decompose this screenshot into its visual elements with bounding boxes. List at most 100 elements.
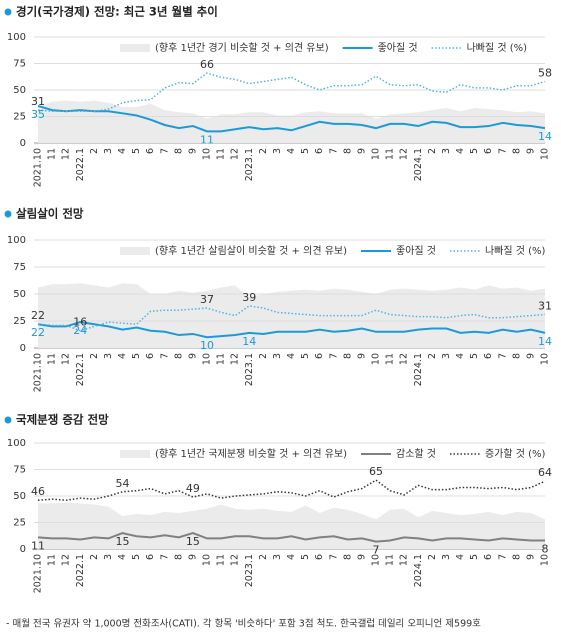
legend-label: 증가할 것 (%) bbox=[485, 448, 546, 460]
x-tick-label: 7 bbox=[328, 148, 339, 154]
x-tick-label: 2021.10 bbox=[33, 554, 44, 593]
x-tick-label: 12 bbox=[399, 148, 410, 160]
x-tick-label: 10 bbox=[202, 554, 213, 566]
x-tick-label: 7 bbox=[159, 148, 170, 154]
x-tick-label: 9 bbox=[356, 353, 367, 359]
x-tick-label: 12 bbox=[230, 353, 241, 365]
x-tick-label: 7 bbox=[328, 353, 339, 359]
y-tick-label: 100 bbox=[7, 32, 26, 43]
x-tick-label: 12 bbox=[61, 554, 72, 566]
x-tick-label: 3 bbox=[272, 148, 283, 154]
legend-label: 감소할 것 bbox=[396, 448, 436, 460]
data-label: 7 bbox=[373, 544, 380, 557]
x-tick-label: 7 bbox=[159, 554, 170, 560]
y-tick-label: 50 bbox=[13, 289, 26, 300]
x-tick-label: 2 bbox=[258, 148, 269, 154]
y-tick-label: 50 bbox=[13, 85, 26, 96]
x-tick-label: 2 bbox=[89, 554, 100, 560]
x-tick-label: 2 bbox=[258, 554, 269, 560]
y-tick-label: 0 bbox=[20, 343, 26, 354]
x-tick-label: 2 bbox=[427, 554, 438, 560]
x-tick-label: 5 bbox=[131, 554, 142, 560]
chart-title: 살림살이 전망 bbox=[16, 207, 84, 221]
x-tick-label: 9 bbox=[356, 554, 367, 560]
data-label: 22 bbox=[31, 326, 45, 339]
x-tick-label: 6 bbox=[314, 353, 325, 359]
x-tick-label: 3 bbox=[272, 353, 283, 359]
x-tick-label: 2023.1 bbox=[244, 554, 255, 587]
data-label: 8 bbox=[542, 543, 549, 556]
x-tick-label: 2023.1 bbox=[244, 353, 255, 386]
x-tick-label: 10 bbox=[371, 353, 382, 365]
data-label: 11 bbox=[31, 539, 45, 552]
x-tick-label: 8 bbox=[173, 148, 184, 154]
x-tick-label: 10 bbox=[540, 353, 551, 365]
footnote: - 매월 전국 유권자 약 1,000명 전화조사(CATI). 각 항목 '비… bbox=[6, 618, 481, 630]
data-label: 66 bbox=[200, 58, 214, 71]
x-tick-label: 6 bbox=[483, 554, 494, 560]
x-tick-label: 11 bbox=[385, 148, 396, 160]
x-tick-label: 4 bbox=[455, 148, 466, 154]
x-tick-label: 4 bbox=[117, 554, 128, 560]
y-tick-label: 100 bbox=[7, 235, 26, 246]
x-tick-label: 4 bbox=[117, 353, 128, 359]
x-tick-label: 11 bbox=[47, 353, 58, 365]
x-tick-label: 7 bbox=[159, 353, 170, 359]
x-tick-label: 10 bbox=[371, 554, 382, 566]
x-tick-label: 4 bbox=[286, 353, 297, 359]
legend-swatch bbox=[120, 247, 150, 255]
data-label: 35 bbox=[31, 108, 45, 121]
chart-title: 경기(국가경제) 전망: 최근 3년 월별 추이 bbox=[16, 5, 218, 19]
data-label: 54 bbox=[116, 477, 130, 490]
x-tick-label: 9 bbox=[525, 353, 536, 359]
x-tick-label: 4 bbox=[455, 353, 466, 359]
x-tick-label: 11 bbox=[47, 554, 58, 566]
x-tick-label: 5 bbox=[131, 353, 142, 359]
x-tick-label: 8 bbox=[511, 554, 522, 560]
data-label: 15 bbox=[186, 535, 200, 548]
x-tick-label: 2024.1 bbox=[413, 148, 424, 181]
series-line bbox=[37, 479, 546, 501]
legend-label: 좋아질 것 bbox=[396, 245, 436, 257]
x-tick-label: 3 bbox=[441, 554, 452, 560]
x-tick-label: 8 bbox=[342, 554, 353, 560]
x-tick-label: 2022.1 bbox=[75, 148, 86, 181]
series-line bbox=[37, 321, 546, 339]
x-tick-label: 6 bbox=[483, 353, 494, 359]
legend-swatch bbox=[120, 44, 150, 52]
x-tick-label: 3 bbox=[103, 554, 114, 560]
x-tick-label: 4 bbox=[286, 148, 297, 154]
x-tick-label: 11 bbox=[385, 554, 396, 566]
x-tick-label: 7 bbox=[328, 554, 339, 560]
x-tick-label: 8 bbox=[511, 148, 522, 154]
x-tick-label: 10 bbox=[371, 148, 382, 160]
x-tick-label: 2023.1 bbox=[244, 148, 255, 181]
x-tick-label: 3 bbox=[272, 554, 283, 560]
x-tick-label: 10 bbox=[202, 353, 213, 365]
x-tick-label: 6 bbox=[483, 148, 494, 154]
x-tick-label: 2 bbox=[427, 148, 438, 154]
x-tick-label: 8 bbox=[173, 353, 184, 359]
x-tick-label: 11 bbox=[385, 353, 396, 365]
legend-label: 나빠질 것 (%) bbox=[485, 245, 546, 257]
x-tick-label: 4 bbox=[117, 148, 128, 154]
x-tick-label: 9 bbox=[187, 353, 198, 359]
y-tick-label: 25 bbox=[13, 518, 26, 529]
data-label: 14 bbox=[538, 130, 552, 143]
data-label: 39 bbox=[242, 291, 256, 304]
y-tick-label: 75 bbox=[13, 262, 26, 273]
x-tick-label: 4 bbox=[455, 554, 466, 560]
x-tick-label: 12 bbox=[399, 353, 410, 365]
legend-swatch bbox=[120, 450, 150, 458]
x-tick-label: 5 bbox=[131, 148, 142, 154]
data-label: 46 bbox=[31, 485, 45, 498]
x-tick-label: 6 bbox=[314, 148, 325, 154]
x-tick-label: 2 bbox=[427, 353, 438, 359]
series-line bbox=[37, 104, 546, 133]
x-tick-label: 7 bbox=[497, 353, 508, 359]
x-tick-label: 12 bbox=[230, 148, 241, 160]
area bbox=[38, 502, 545, 549]
x-tick-label: 6 bbox=[145, 353, 156, 359]
y-tick-label: 75 bbox=[13, 59, 26, 70]
x-tick-label: 6 bbox=[145, 554, 156, 560]
